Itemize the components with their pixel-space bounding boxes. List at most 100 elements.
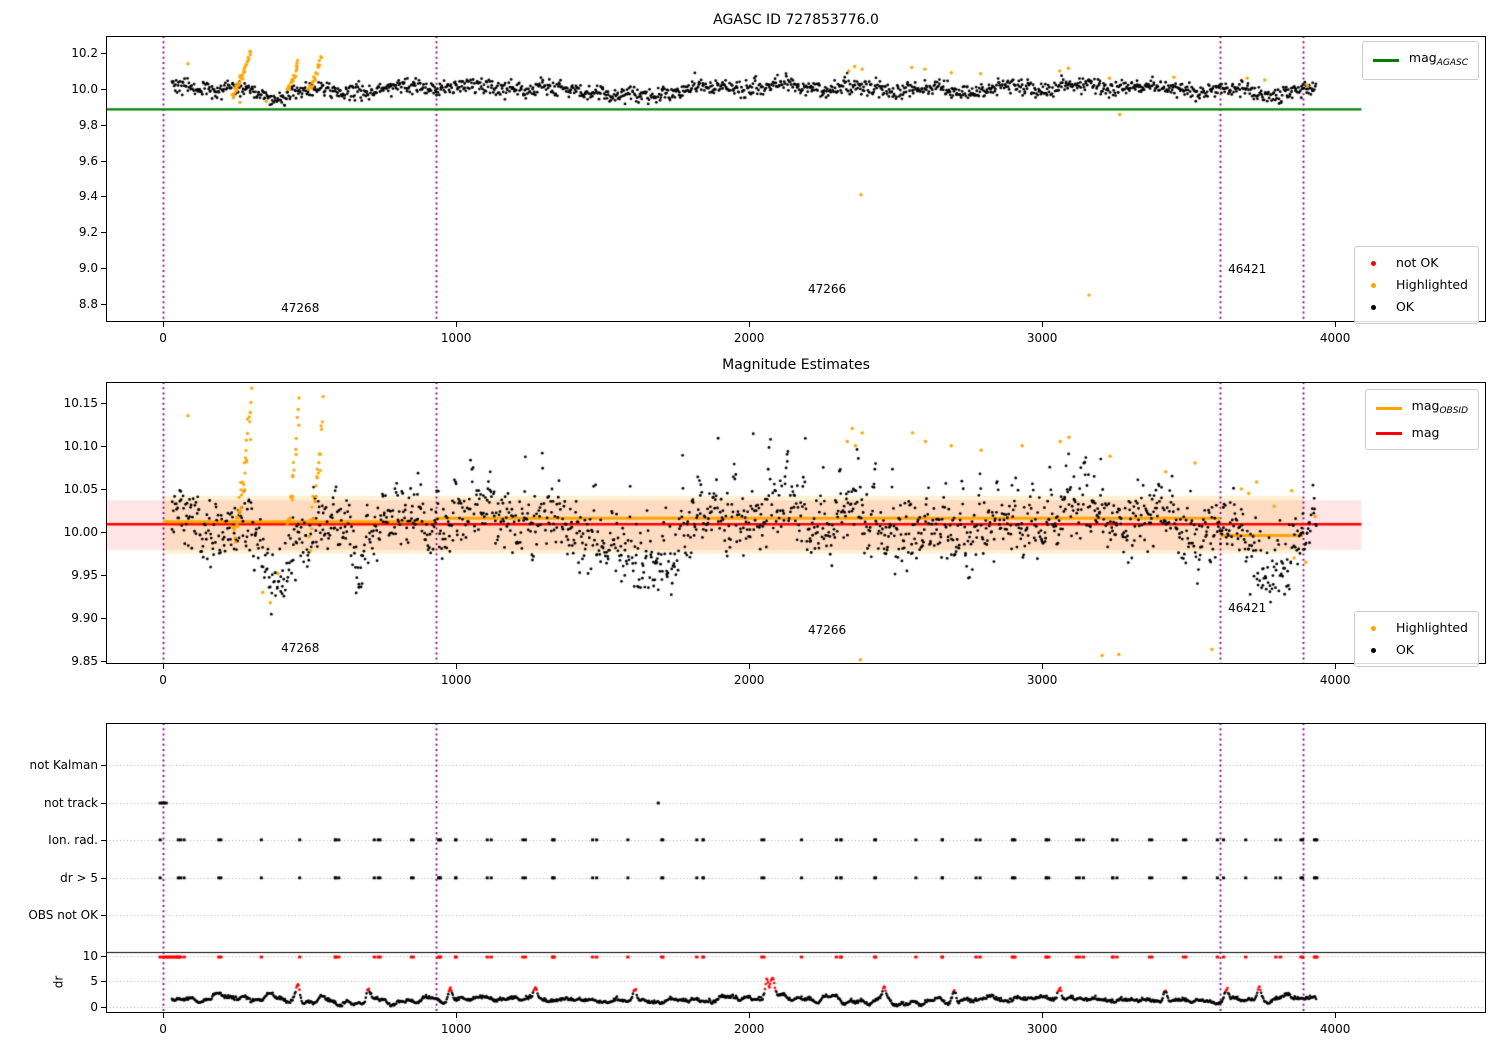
x-tick-label: 2000	[733, 673, 765, 687]
y-tick-mark	[101, 914, 106, 916]
mag-line-swatch	[1375, 431, 1402, 435]
x-tick-mark	[749, 322, 751, 327]
x-tick-mark	[456, 1013, 458, 1018]
legend-label-highlighted: Highlighted	[1395, 620, 1468, 635]
y-tick-label: 10.2	[71, 46, 98, 61]
dr-tick-label: 10	[82, 948, 98, 963]
y-tick-mark	[101, 268, 106, 270]
y-tick-mark	[101, 1006, 106, 1008]
x-tick-label: 1000	[440, 1022, 472, 1036]
flag-row-label: not track	[43, 796, 98, 811]
top-plot-canvas	[106, 36, 1486, 322]
middle-plot-canvas	[106, 382, 1486, 664]
x-tick-mark	[456, 664, 458, 669]
obsid-annotation: 47268	[281, 641, 320, 656]
y-tick-mark	[101, 88, 106, 90]
x-tick-label: 1000	[440, 331, 472, 345]
legend-label-mag-agasc: magAGASC	[1408, 50, 1468, 68]
legend-item-ok-middle: OK	[1365, 639, 1468, 661]
y-tick-mark	[101, 232, 106, 234]
y-tick-mark	[101, 488, 106, 490]
x-tick-mark	[163, 664, 165, 669]
top-plot-title: AGASC ID 727853776.0	[713, 12, 879, 28]
y-tick-label: 8.8	[78, 297, 98, 312]
y-tick-mark	[101, 124, 106, 126]
highlighted-dot-swatch	[1370, 282, 1376, 288]
legend-label-highlighted: Highlighted	[1395, 277, 1468, 292]
legend-item-highlighted-middle: Highlighted	[1365, 617, 1468, 639]
y-tick-label: 9.2	[78, 225, 98, 240]
y-tick-label: 9.4	[78, 189, 98, 204]
legend-item-highlighted: Highlighted	[1365, 274, 1468, 296]
obsid-annotation: 47268	[281, 300, 320, 315]
x-tick-label: 1000	[440, 673, 472, 687]
x-tick-label: 3000	[1026, 331, 1058, 345]
obsid-annotation: 46421	[1228, 261, 1267, 276]
x-tick-label: 3000	[1026, 673, 1058, 687]
not-ok-dot-swatch	[1370, 260, 1376, 266]
dr-tick-label: 5	[90, 973, 98, 988]
x-tick-label: 4000	[1319, 1022, 1351, 1036]
y-tick-label: 9.8	[78, 117, 98, 132]
x-tick-label: 0	[159, 331, 167, 345]
flag-row-label: dr > 5	[60, 870, 98, 885]
y-tick-mark	[101, 532, 106, 534]
y-tick-label: 9.90	[71, 611, 98, 626]
bottom-plot-frame	[106, 723, 1486, 1013]
x-tick-label: 4000	[1319, 331, 1351, 345]
flag-row-label: OBS not OK	[28, 907, 98, 922]
x-tick-mark	[749, 664, 751, 669]
x-tick-label: 0	[159, 673, 167, 687]
x-tick-label: 3000	[1026, 1022, 1058, 1036]
y-tick-label: 10.10	[63, 438, 98, 453]
y-tick-mark	[101, 839, 106, 841]
flag-row-label: not Kalman	[29, 758, 98, 773]
y-tick-mark	[101, 160, 106, 162]
y-tick-mark	[101, 877, 106, 879]
legend-item-mag-agasc: magAGASC	[1372, 47, 1468, 74]
middle-plot-title: Magnitude Estimates	[722, 357, 870, 373]
y-tick-mark	[101, 955, 106, 957]
x-tick-mark	[456, 322, 458, 327]
y-tick-label: 10.0	[71, 81, 98, 96]
x-tick-mark	[163, 1013, 165, 1018]
x-tick-mark	[1042, 322, 1044, 327]
legend-label-ok: OK	[1395, 642, 1414, 657]
ok-dot-swatch	[1370, 647, 1376, 653]
ok-dot-swatch	[1370, 304, 1376, 310]
legend-mag-agasc: magAGASC	[1361, 41, 1479, 80]
legend-point-status: not OK Highlighted OK	[1353, 246, 1479, 324]
y-tick-label: 9.0	[78, 261, 98, 276]
obsid-annotation: 47266	[807, 281, 847, 296]
legend-label-mag-obsid: magOBSID	[1411, 398, 1468, 416]
legend-mag-lines: magOBSID mag	[1364, 389, 1479, 450]
legend-label-not-ok: not OK	[1395, 255, 1439, 270]
y-tick-mark	[101, 53, 106, 55]
highlighted-dot-swatch	[1370, 625, 1376, 631]
y-tick-mark	[101, 304, 106, 306]
y-tick-label: 10.05	[63, 481, 98, 496]
x-tick-label: 2000	[733, 1022, 765, 1036]
bottom-plot-canvas	[106, 723, 1486, 1013]
flag-row-label: Ion. rad.	[48, 832, 98, 847]
y-tick-mark	[101, 196, 106, 198]
y-tick-mark	[101, 575, 106, 577]
obsid-annotation: 47266	[807, 622, 847, 637]
y-tick-mark	[101, 445, 106, 447]
x-tick-label: 4000	[1319, 673, 1351, 687]
top-plot-frame	[106, 36, 1486, 322]
y-tick-label: 9.6	[78, 153, 98, 168]
legend-label-mag: mag	[1411, 425, 1440, 440]
y-tick-mark	[101, 803, 106, 805]
x-tick-mark	[1335, 322, 1337, 327]
legend-point-status-middle: Highlighted OK	[1353, 611, 1479, 667]
legend-item-mag: mag	[1375, 422, 1468, 444]
y-tick-label: 9.85	[71, 654, 98, 669]
y-tick-mark	[101, 765, 106, 767]
mag-obsid-line-swatch	[1375, 407, 1402, 410]
x-tick-label: 2000	[733, 331, 765, 345]
legend-label-ok: OK	[1395, 299, 1414, 314]
y-tick-mark	[101, 618, 106, 620]
mag-agasc-line-swatch	[1372, 59, 1399, 62]
